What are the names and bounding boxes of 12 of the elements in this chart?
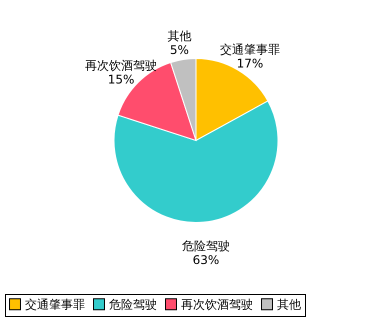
data-label: 5%: [170, 42, 189, 57]
slice-label: 其他: [167, 28, 192, 43]
legend-label: 其他: [277, 297, 301, 312]
data-label: 17%: [236, 56, 264, 70]
legend-label: 再次饮酒驾驶: [181, 297, 253, 312]
slice-label: 交通肇事罪: [220, 42, 280, 56]
legend-label: 危险驾驶: [109, 297, 157, 312]
data-label: 15%: [108, 72, 134, 87]
legend-label: 交通肇事罪: [25, 297, 85, 312]
slice-label: 危险驾驶: [182, 239, 230, 254]
slice-label: 再次饮酒驾驶: [85, 58, 158, 73]
data-label: 63%: [192, 253, 220, 268]
